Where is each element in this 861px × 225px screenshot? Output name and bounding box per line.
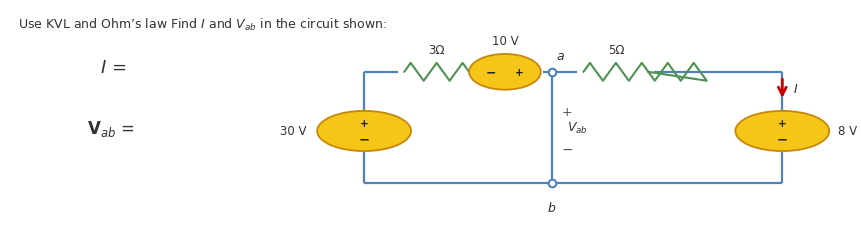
Text: −: − [561, 142, 573, 156]
Text: $V_{ab}$: $V_{ab}$ [567, 121, 587, 136]
Text: +: + [514, 68, 523, 77]
Text: +: + [359, 119, 368, 129]
Text: 3Ω: 3Ω [428, 44, 444, 57]
Ellipse shape [468, 55, 540, 90]
Text: 30 V: 30 V [280, 125, 307, 138]
Text: 5Ω: 5Ω [607, 44, 623, 57]
Text: −: − [358, 133, 369, 145]
Text: $a$: $a$ [555, 50, 564, 63]
Text: $I$ =: $I$ = [99, 59, 126, 77]
Ellipse shape [734, 111, 828, 151]
Text: $\mathbf{V}_{ab}$ =: $\mathbf{V}_{ab}$ = [87, 118, 134, 138]
Text: $I$: $I$ [791, 83, 797, 96]
Text: −: − [776, 133, 787, 145]
Text: 10 V: 10 V [491, 35, 517, 48]
Text: +: + [561, 106, 572, 119]
Text: Use KVL and Ohm’s law Find $I$ and $V_{ab}$ in the circuit shown:: Use KVL and Ohm’s law Find $I$ and $V_{a… [18, 17, 387, 33]
Text: −: − [485, 66, 495, 79]
Ellipse shape [317, 111, 411, 151]
Text: +: + [777, 119, 786, 129]
Text: $b$: $b$ [547, 200, 556, 214]
Text: 8 V: 8 V [837, 125, 856, 138]
